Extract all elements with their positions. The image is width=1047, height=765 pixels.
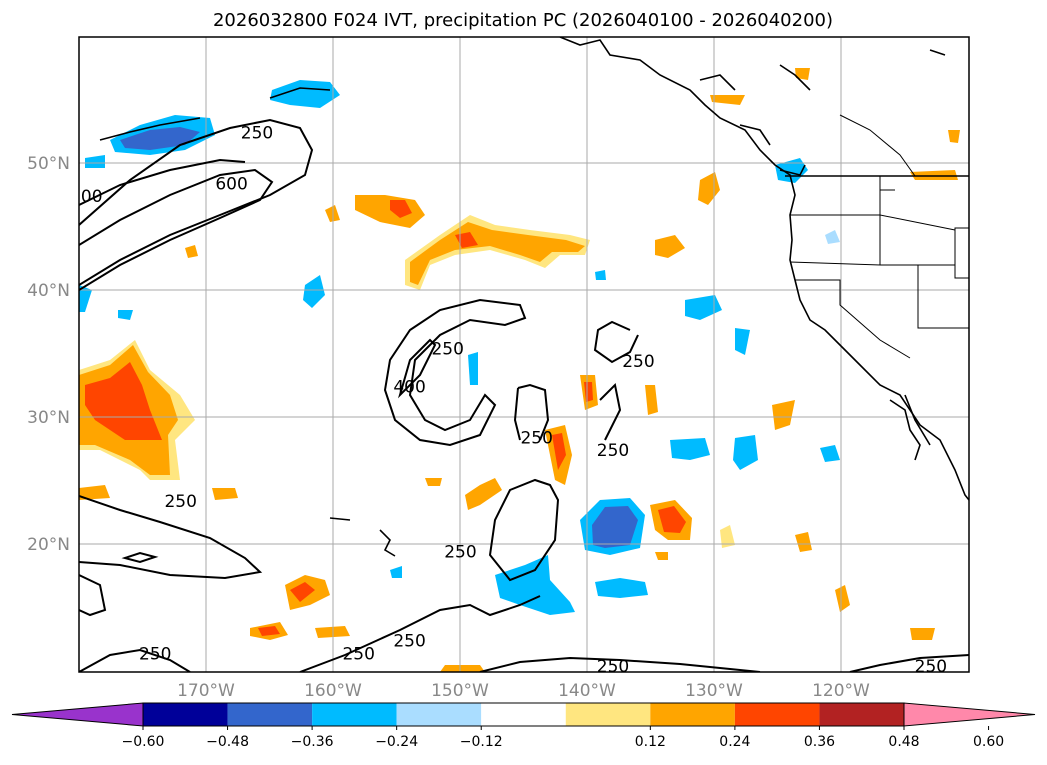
graticule <box>79 37 969 672</box>
colorbar-tick-label: 0.36 <box>804 734 835 750</box>
map-frame <box>78 36 970 673</box>
contour-label: 250 <box>520 428 552 448</box>
ivt-contours <box>79 118 969 672</box>
map-panel: 250 600 00 250 400 250 250 250 250 250 250 250 250 25… <box>78 36 970 677</box>
lat-label: 30°N <box>27 408 70 428</box>
lon-label: 140°W <box>558 681 616 701</box>
contour-labels: 250 600 00 250 400 250 250 250 250 250 250 250 250 25… <box>81 124 947 677</box>
colorbar-extend-left <box>11 702 144 727</box>
colorbar-segment <box>396 703 482 726</box>
colorbar-tick-label: 0.24 <box>719 734 750 750</box>
lon-label: 170°W <box>177 681 235 701</box>
colorbar-tick-label: 0.60 <box>973 734 1004 750</box>
precip-negative-areas <box>79 80 840 615</box>
colorbar-segment <box>650 703 735 726</box>
longitude-labels: 170°W 160°W 150°W 140°W 130°W 120°W <box>177 681 870 701</box>
colorbar-segment <box>565 703 651 726</box>
contour-label: 250 <box>139 644 171 664</box>
contour-label: 400 <box>393 378 425 398</box>
colorbar-tick-label: −0.36 <box>291 734 334 750</box>
colorbar-tick-label: 0.48 <box>888 734 919 750</box>
contour-label: 250 <box>622 352 654 372</box>
colorbar: −0.60 −0.48 −0.36 −0.24 −0.12 0.12 0.24 0.36 0.4… <box>11 702 1036 750</box>
colorbar-tick-label: −0.48 <box>206 734 249 750</box>
latitude-labels: 50°N 40°N 30°N 20°N <box>27 154 70 555</box>
contour-label: 00 <box>81 187 103 207</box>
lat-label: 20°N <box>27 535 70 555</box>
colorbar-tick-label: −0.24 <box>375 734 418 750</box>
colorbar-tick-label: −0.12 <box>460 734 503 750</box>
colorbar-segment <box>312 703 397 726</box>
contour-label: 250 <box>164 492 196 512</box>
contour-label: 250 <box>342 644 374 664</box>
contour-label: 250 <box>393 632 425 652</box>
contour-label: 250 <box>597 657 629 677</box>
lon-label: 160°W <box>304 681 362 701</box>
colorbar-segment <box>227 703 313 726</box>
precip-positive-areas <box>79 68 960 672</box>
colorbar-segment <box>734 703 820 726</box>
figure-title: 2026032800 F024 IVT, precipitation PC (2… <box>213 10 833 31</box>
colorbar-frame <box>142 702 905 727</box>
contour-label: 250 <box>444 543 476 563</box>
contour-label: 250 <box>431 340 463 360</box>
lat-label: 50°N <box>27 154 70 174</box>
lon-label: 130°W <box>685 681 743 701</box>
borders <box>785 114 969 359</box>
lon-label: 150°W <box>431 681 489 701</box>
lon-label: 120°W <box>812 681 870 701</box>
contour-label: 250 <box>915 657 947 677</box>
colorbar-segment <box>819 703 904 726</box>
contour-label: 250 <box>597 441 629 461</box>
colorbar-extend-right <box>903 702 1036 727</box>
coastline <box>99 37 969 557</box>
contour-label: 250 <box>241 124 273 144</box>
colorbar-tick-label: 0.12 <box>635 734 666 750</box>
colorbar-tick-label: −0.60 <box>122 734 165 750</box>
colorbar-segment <box>143 703 228 726</box>
contour-label: 600 <box>215 174 247 194</box>
colorbar-segment <box>481 703 566 726</box>
lat-label: 40°N <box>27 281 70 301</box>
